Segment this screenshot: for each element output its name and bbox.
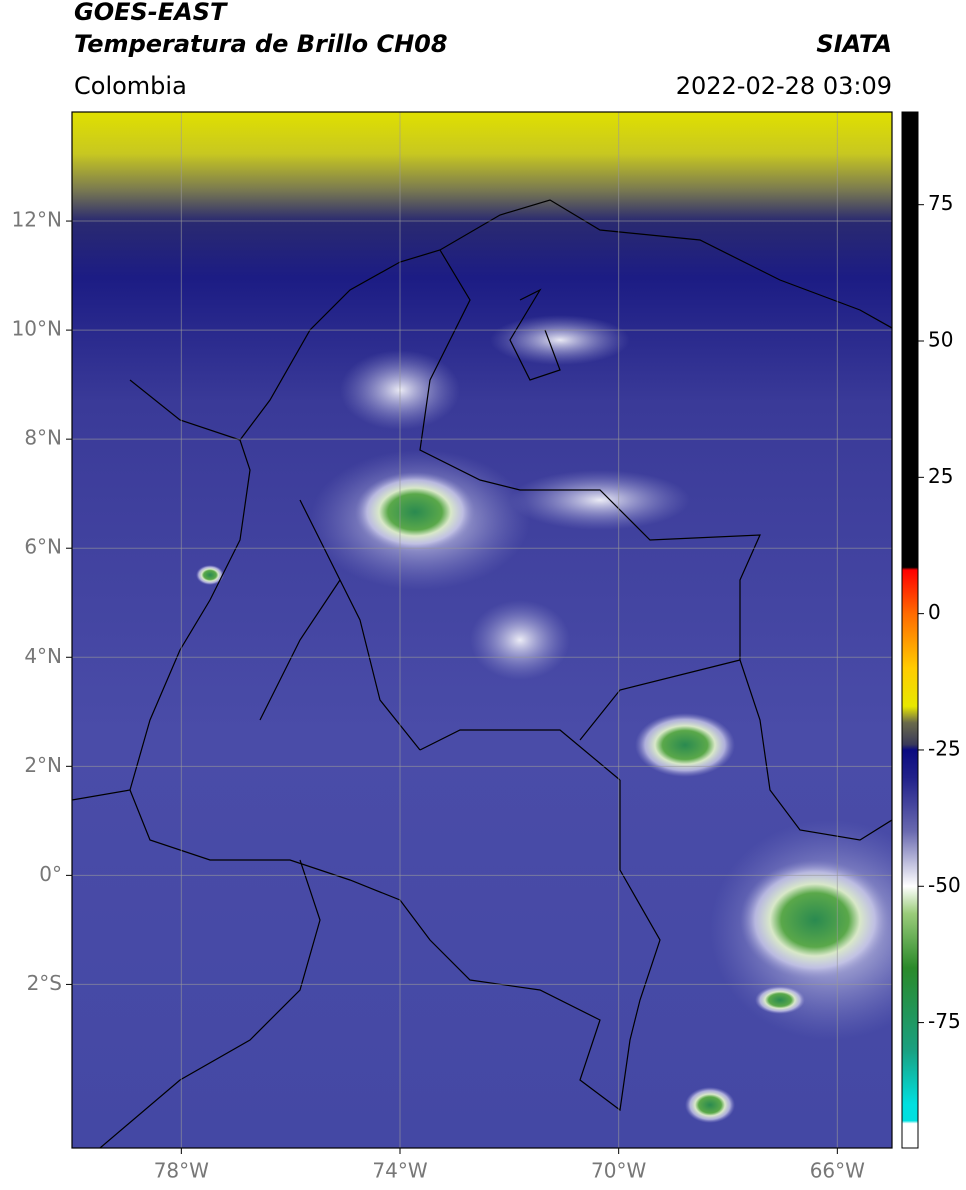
colorbar-tick-label: 75 — [928, 191, 953, 215]
y-tick-label: 4°N — [24, 644, 62, 668]
colorbar — [901, 111, 919, 1149]
region: Colombia — [74, 72, 187, 100]
source: SIATA — [816, 30, 892, 58]
map-frame — [71, 111, 893, 1149]
subtitle: Temperatura de Brillo CH08 — [74, 30, 448, 58]
colorbar-tick-label: -50 — [928, 873, 961, 897]
y-tick-label: 0° — [39, 862, 62, 886]
x-tick-label: 78°W — [154, 1159, 209, 1183]
colorbar-tick-label: -75 — [928, 1009, 961, 1033]
colorbar-tick-label: 50 — [928, 328, 953, 352]
timestamp: 2022-02-28 03:09 — [676, 72, 892, 100]
x-tick-label: 70°W — [591, 1159, 646, 1183]
y-tick-label: 2°S — [27, 971, 62, 995]
satellite-image — [72, 112, 892, 1148]
title: GOES-EAST — [74, 0, 228, 26]
x-tick-label: 66°W — [810, 1159, 865, 1183]
colorbar-tick-label: 25 — [928, 464, 953, 488]
y-tick-label: 8°N — [24, 426, 62, 450]
y-tick-label: 10°N — [12, 317, 62, 341]
y-tick-label: 12°N — [12, 208, 62, 232]
colorbar-tick-label: 0 — [928, 600, 941, 624]
y-tick-label: 2°N — [24, 753, 62, 777]
y-tick-label: 6°N — [24, 535, 62, 559]
colorbar-tick-label: -25 — [928, 736, 961, 760]
x-tick-label: 74°W — [372, 1159, 427, 1183]
